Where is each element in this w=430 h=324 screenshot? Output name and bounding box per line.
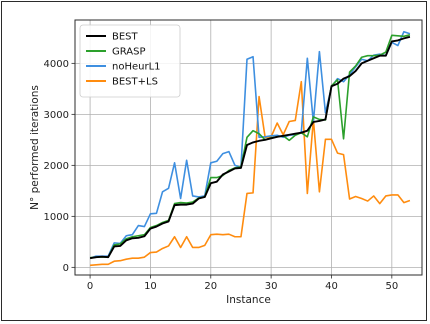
x-tick-label: 10 xyxy=(144,281,157,292)
x-axis-title: Instance xyxy=(226,294,271,306)
x-tick-label: 30 xyxy=(265,281,278,292)
y-tick-label: 0 xyxy=(63,263,69,274)
y-axis-title: N° performed iterations xyxy=(29,85,41,210)
plot-border xyxy=(74,19,423,276)
y-tick-label: 4000 xyxy=(44,59,69,70)
x-tick-label: 20 xyxy=(204,281,217,292)
y-tick-label: 2000 xyxy=(44,161,69,172)
legend-label: noHeurL1 xyxy=(112,62,161,73)
y-tick-label: 1000 xyxy=(44,212,69,223)
legend: BEST GRASP noHeurL1 BEST+LS xyxy=(79,24,181,98)
x-tick-label: 50 xyxy=(385,281,398,292)
series-line-best xyxy=(89,35,411,260)
legend-label: BEST+LS xyxy=(112,77,158,88)
x-tick-label: 0 xyxy=(87,281,93,292)
series-line-grasp xyxy=(90,34,411,259)
legend-label: GRASP xyxy=(112,47,146,58)
axis-ticks: 0 10 20 30 40 50 0 1000 2000 3000 4000 xyxy=(44,59,399,292)
series-lines xyxy=(89,30,411,267)
legend-box xyxy=(79,24,181,98)
x-tick-label: 40 xyxy=(325,281,338,292)
legend-label: BEST xyxy=(112,32,139,43)
series-line-best-ls xyxy=(90,80,411,267)
y-tick-label: 3000 xyxy=(44,110,69,121)
